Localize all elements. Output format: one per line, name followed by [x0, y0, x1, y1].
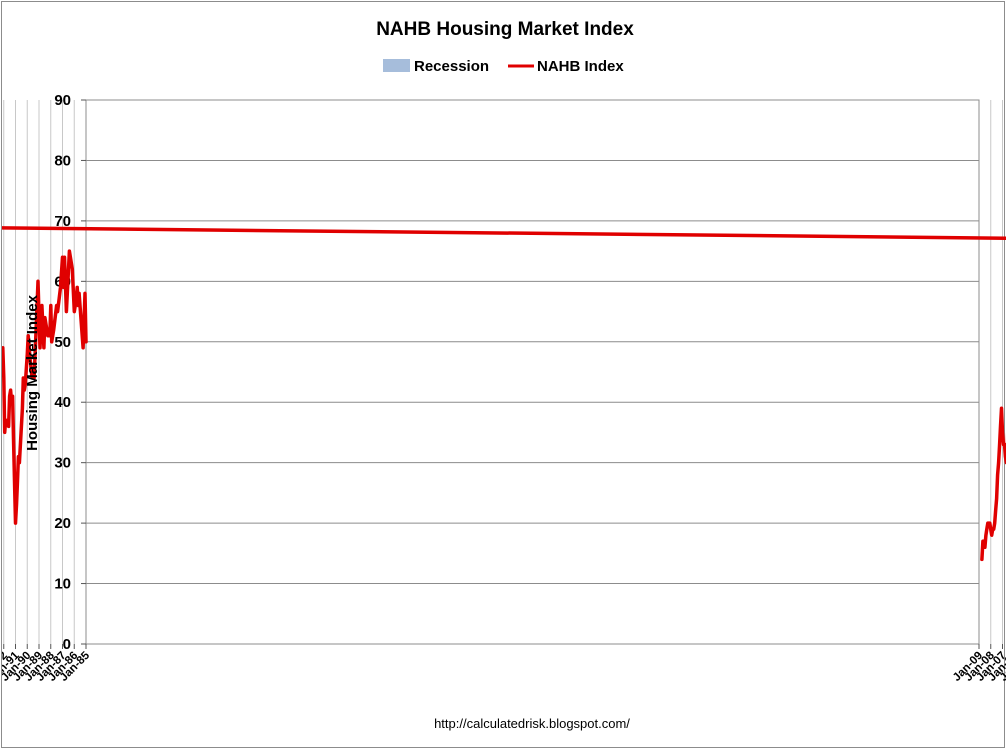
source-note: http://calculatedrisk.blogspot.com/ [434, 716, 630, 731]
y-tick-label: 0 [63, 636, 71, 653]
y-tick-label: 30 [54, 455, 71, 472]
plot-border [85, 99, 980, 645]
series-nahb-index-line [2, 226, 1006, 562]
y-tick-label: 40 [54, 394, 71, 411]
y-tick-label: 80 [54, 152, 71, 169]
legend-nahb-label: NAHB Index [537, 58, 624, 75]
legend-recession-label: Recession [414, 58, 489, 75]
y-tick-label: 10 [54, 576, 71, 593]
y-axis-label: Housing Market Index [24, 294, 41, 451]
series-group [2, 226, 1006, 562]
plot-area [85, 99, 980, 645]
gridlines [3, 99, 1003, 644]
y-tick-label: 90 [54, 92, 71, 109]
y-tick-label: 70 [54, 213, 71, 230]
x-axis-ticks: Jan-85Jan-86Jan-87Jan-88Jan-89Jan-90Jan-… [2, 644, 1006, 684]
y-tick-label: 20 [54, 515, 71, 532]
y-tick-label: 50 [54, 334, 71, 351]
legend-recession-swatch [383, 59, 410, 72]
chart-title: NAHB Housing Market Index [376, 19, 634, 40]
legend: Recession NAHB Index [383, 58, 624, 75]
